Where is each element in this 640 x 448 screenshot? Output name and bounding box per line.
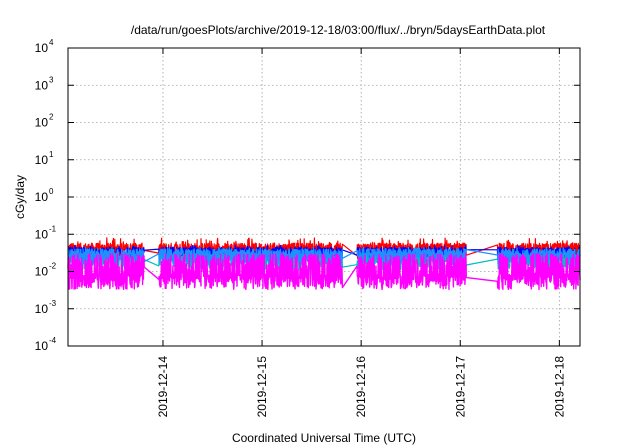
y-tick-exponent: 0 (49, 187, 54, 196)
y-tick-label: 10 (35, 78, 49, 92)
y-tick-label: 10 (35, 265, 49, 279)
y-tick-base: 10 (35, 153, 49, 167)
chart-title: /data/run/goesPlots/archive/2019-12-18/0… (131, 23, 546, 37)
y-tick-base: 10 (35, 265, 49, 279)
y-tick-base: 10 (35, 190, 49, 204)
y-tick-exponent: 2 (49, 113, 54, 122)
y-tick-exponent: -1 (49, 224, 57, 233)
y-tick-exponent: 3 (49, 75, 54, 84)
y-tick-label: 10 (35, 153, 49, 167)
series-line (67, 253, 581, 291)
y-tick-base: 10 (35, 78, 49, 92)
y-tick-label: 10 (35, 227, 49, 241)
y-tick-exponent: 1 (49, 150, 54, 159)
y-tick-base: 10 (35, 116, 49, 130)
y-tick-label: 10 (35, 41, 49, 55)
x-axis-label: Coordinated Universal Time (UTC) (232, 431, 416, 445)
x-tick-label: 2019-12-17 (453, 356, 467, 418)
y-tick-exponent: -3 (49, 299, 57, 308)
plot-frame (67, 47, 581, 347)
series-line (67, 246, 581, 266)
x-tick-label: 2019-12-15 (255, 356, 269, 418)
y-tick-base: 10 (35, 227, 49, 241)
y-axis-label: cGy/day (13, 175, 27, 219)
y-tick-exponent: -4 (49, 336, 57, 345)
y-tick-base: 10 (35, 41, 49, 55)
y-tick-exponent: 4 (49, 38, 54, 47)
y-tick-label: 10 (35, 339, 49, 353)
y-tick-label: 10 (35, 190, 49, 204)
y-tick-label: 10 (35, 116, 49, 130)
y-tick-base: 10 (35, 339, 49, 353)
x-tick-label: 2019-12-16 (354, 356, 368, 418)
y-tick-label: 10 (35, 302, 49, 316)
x-tick-label: 2019-12-14 (156, 356, 170, 418)
y-tick-base: 10 (35, 302, 49, 316)
x-tick-label: 2019-12-18 (552, 356, 566, 418)
y-tick-exponent: -2 (49, 262, 57, 271)
grid (68, 48, 580, 346)
series-layer (67, 237, 581, 291)
